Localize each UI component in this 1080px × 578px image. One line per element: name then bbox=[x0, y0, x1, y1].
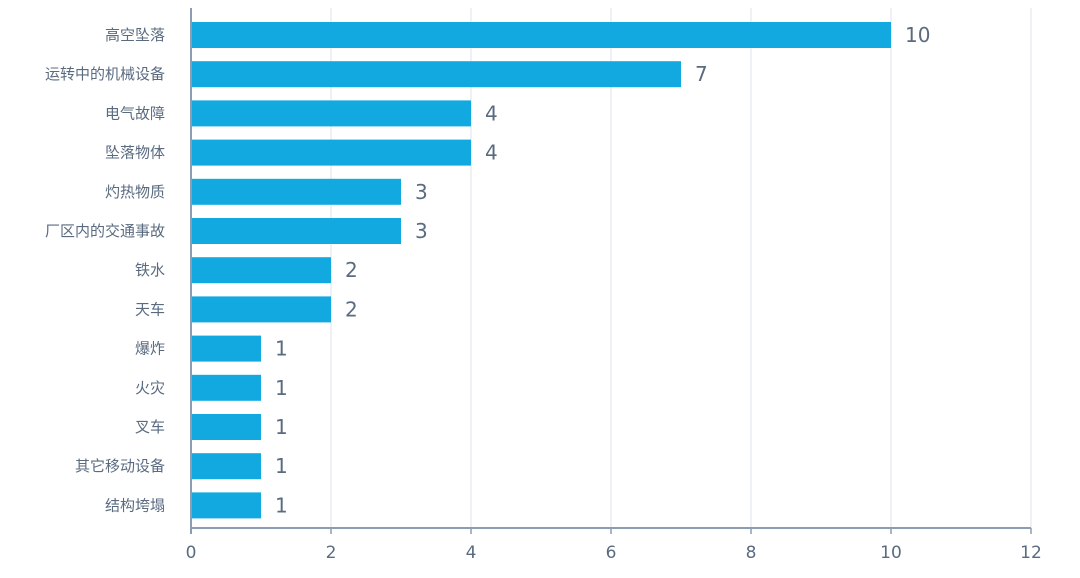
category-label: 爆炸 bbox=[135, 340, 165, 358]
data-label: 1 bbox=[275, 454, 288, 478]
bar bbox=[191, 139, 471, 166]
x-tick-label: 4 bbox=[466, 543, 477, 563]
data-label: 4 bbox=[485, 101, 498, 125]
data-label: 1 bbox=[275, 376, 288, 400]
bar bbox=[191, 453, 261, 480]
bar bbox=[191, 61, 681, 88]
x-tick-label: 12 bbox=[1020, 543, 1042, 563]
x-tick-label: 8 bbox=[746, 543, 757, 563]
x-tick-label: 2 bbox=[326, 543, 337, 563]
category-label: 运转中的机械设备 bbox=[45, 65, 165, 83]
bar bbox=[191, 296, 331, 323]
bar bbox=[191, 414, 261, 440]
bar bbox=[191, 335, 261, 362]
category-label: 高空坠落 bbox=[105, 26, 165, 44]
bar bbox=[191, 492, 261, 519]
data-label: 4 bbox=[485, 141, 498, 165]
category-label: 电气故障 bbox=[105, 104, 165, 122]
category-label: 结构垮塌 bbox=[105, 496, 165, 514]
data-label: 10 bbox=[905, 23, 930, 47]
x-tick-label: 0 bbox=[186, 543, 197, 563]
x-tick-label: 10 bbox=[880, 543, 902, 563]
bar bbox=[191, 100, 471, 127]
bar bbox=[191, 218, 401, 244]
category-label: 坠落物体 bbox=[105, 144, 165, 162]
category-label: 厂区内的交通事故 bbox=[45, 222, 165, 240]
category-label: 灼热物质 bbox=[105, 183, 165, 201]
bar bbox=[191, 257, 331, 284]
bar bbox=[191, 374, 261, 401]
data-label: 3 bbox=[415, 219, 428, 243]
bar bbox=[191, 178, 401, 205]
bar bbox=[191, 22, 891, 48]
data-label: 3 bbox=[415, 180, 428, 204]
data-label: 7 bbox=[695, 62, 708, 86]
category-label: 叉车 bbox=[135, 418, 165, 436]
data-label: 1 bbox=[275, 415, 288, 439]
category-label: 其它移动设备 bbox=[75, 457, 165, 475]
data-label: 2 bbox=[345, 297, 358, 321]
data-label: 1 bbox=[275, 493, 288, 517]
category-label: 火灾 bbox=[135, 379, 165, 397]
category-label: 天车 bbox=[135, 300, 165, 318]
x-tick-label: 6 bbox=[606, 543, 617, 563]
category-label: 铁水 bbox=[135, 261, 165, 279]
data-label: 1 bbox=[275, 337, 288, 361]
data-label: 2 bbox=[345, 258, 358, 282]
